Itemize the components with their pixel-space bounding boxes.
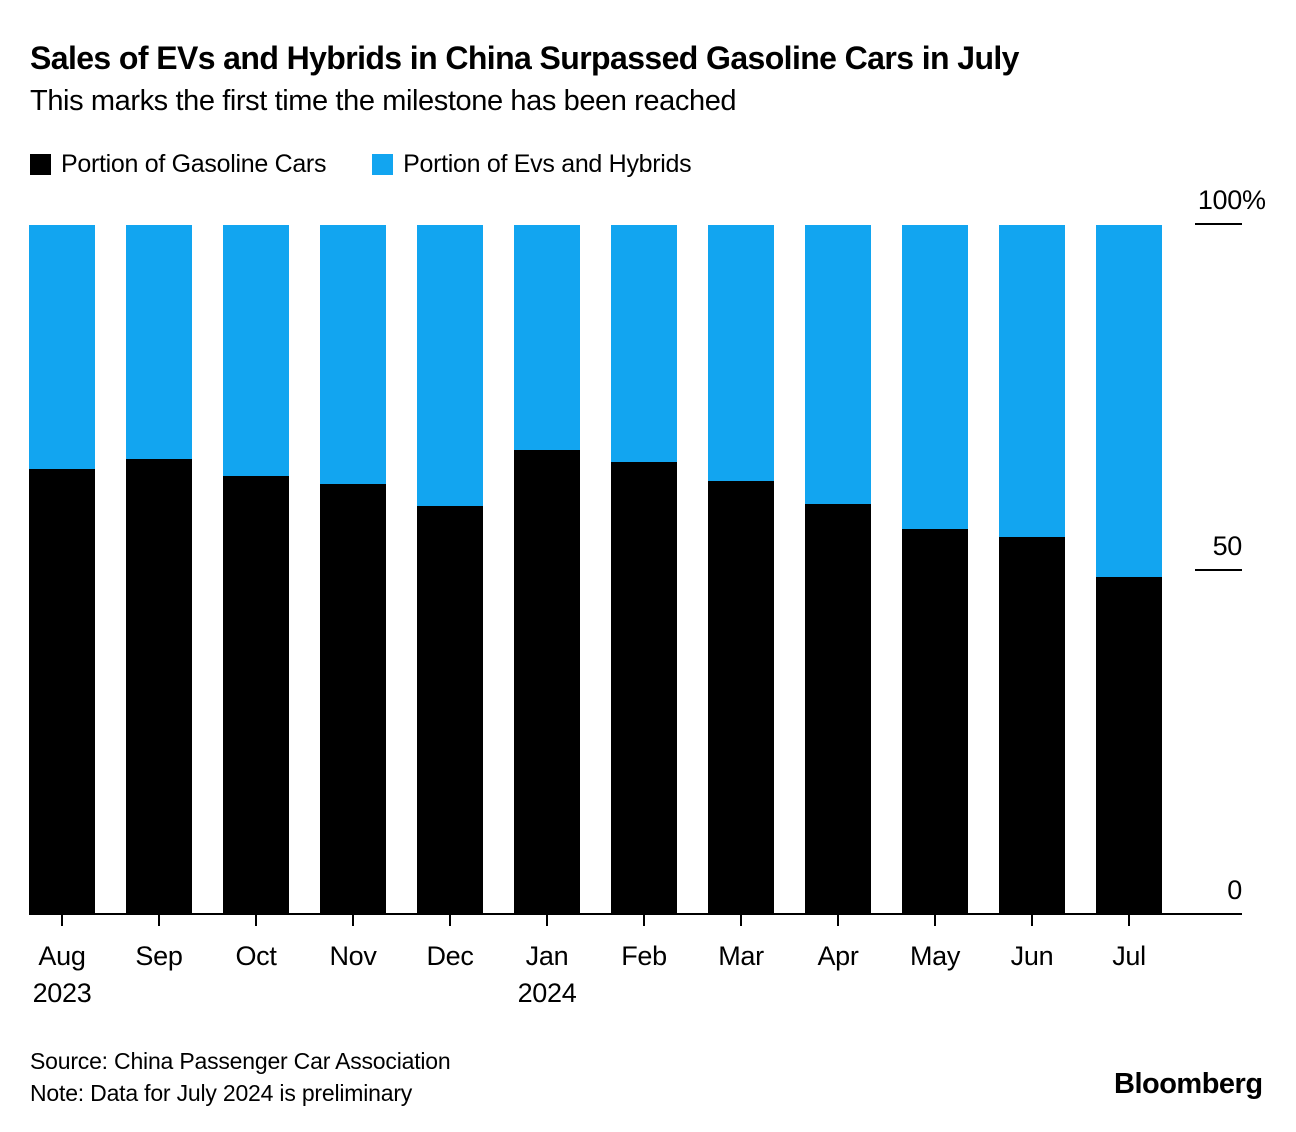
bar-segment-gasoline-jul bbox=[1096, 576, 1162, 913]
y-axis-label-100: 100% bbox=[1060, 185, 1266, 216]
bar-segment-ev-mar bbox=[708, 225, 774, 481]
y-tick-50 bbox=[1195, 569, 1242, 571]
bar-jul bbox=[1096, 225, 1162, 913]
x-tick-sep bbox=[158, 915, 160, 926]
bar-segment-ev-jan-2024 bbox=[514, 225, 580, 450]
x-axis-year-aug-2023: 2023 bbox=[32, 978, 92, 1008]
x-axis-label-sep: Sep bbox=[111, 938, 207, 975]
bar-nov bbox=[320, 225, 386, 913]
bar-segment-gasoline-nov bbox=[320, 484, 386, 913]
page-title: Sales of EVs and Hybrids in China Surpas… bbox=[30, 40, 1019, 76]
note-text: Note: Data for July 2024 is preliminary bbox=[30, 1080, 413, 1106]
bar-apr bbox=[805, 225, 871, 913]
bar-segment-gasoline-feb bbox=[611, 462, 677, 913]
x-axis-label-apr: Apr bbox=[790, 938, 886, 975]
x-axis-label-feb: Feb bbox=[596, 938, 692, 975]
bar-feb bbox=[611, 225, 677, 913]
x-tick-feb bbox=[643, 915, 645, 926]
bar-mar bbox=[708, 225, 774, 913]
x-tick-jul bbox=[1128, 915, 1130, 926]
x-tick-jan-2024 bbox=[546, 915, 548, 926]
x-tick-may bbox=[934, 915, 936, 926]
x-axis-line bbox=[29, 913, 1242, 915]
x-axis-month-nov: Nov bbox=[329, 941, 377, 971]
legend-item-gasoline: Portion of Gasoline Cars bbox=[30, 150, 326, 179]
x-axis-label-may: May bbox=[887, 938, 983, 975]
bar-jan-2024 bbox=[514, 225, 580, 913]
bar-segment-gasoline-jun bbox=[999, 537, 1065, 913]
x-tick-mar bbox=[740, 915, 742, 926]
bar-aug-2023 bbox=[29, 225, 95, 913]
bar-segment-gasoline-dec bbox=[417, 506, 483, 913]
x-axis-label-aug-2023: Aug 2023 bbox=[14, 938, 110, 1012]
legend: Portion of Gasoline Cars Portion of Evs … bbox=[30, 150, 692, 179]
bar-segment-gasoline-mar bbox=[708, 480, 774, 913]
bar-segment-gasoline-oct bbox=[223, 476, 289, 913]
y-axis-label-100-number: 100 bbox=[1197, 185, 1242, 215]
page-subtitle: This marks the first time the milestone … bbox=[30, 85, 737, 117]
y-axis-label-50: 50 bbox=[1212, 531, 1243, 561]
y-axis-label-0: 0 bbox=[1227, 875, 1242, 905]
x-axis-year-jan-2024: 2024 bbox=[517, 978, 577, 1008]
x-tick-apr bbox=[837, 915, 839, 926]
x-axis-label-jul: Jul bbox=[1081, 938, 1177, 975]
x-axis-label-oct: Oct bbox=[208, 938, 304, 975]
bar-segment-ev-feb bbox=[611, 225, 677, 463]
x-axis-label-jan-2024: Jan 2024 bbox=[499, 938, 595, 1012]
bar-segment-gasoline-apr bbox=[805, 503, 871, 913]
x-tick-nov bbox=[352, 915, 354, 926]
bar-may bbox=[902, 225, 968, 913]
bar-segment-ev-apr bbox=[805, 225, 871, 504]
x-axis-month-jan-2024: Jan bbox=[525, 941, 569, 971]
x-axis-month-mar: Mar bbox=[718, 941, 764, 971]
bar-segment-gasoline-may bbox=[902, 529, 968, 913]
x-axis-month-jul: Jul bbox=[1112, 941, 1146, 971]
x-axis-month-apr: Apr bbox=[817, 941, 859, 971]
bloomberg-logo: Bloomberg bbox=[1114, 1068, 1263, 1100]
ev-swatch-icon bbox=[372, 154, 394, 175]
bar-segment-gasoline-jan-2024 bbox=[514, 449, 580, 913]
bar-segment-ev-sep bbox=[126, 225, 192, 459]
bar-segment-ev-nov bbox=[320, 225, 386, 485]
x-axis-label-nov: Nov bbox=[305, 938, 401, 975]
bar-dec bbox=[417, 225, 483, 913]
x-axis-month-jun: Jun bbox=[1010, 941, 1054, 971]
source-text: Source: China Passenger Car Association bbox=[30, 1048, 451, 1074]
x-axis-label-jun: Jun bbox=[984, 938, 1080, 975]
bar-jun bbox=[999, 225, 1065, 913]
x-tick-oct bbox=[255, 915, 257, 926]
bar-segment-ev-dec bbox=[417, 225, 483, 507]
bar-sep bbox=[126, 225, 192, 913]
x-axis-month-sep: Sep bbox=[135, 941, 183, 971]
x-axis-month-dec: Dec bbox=[426, 941, 474, 971]
x-tick-jun bbox=[1031, 915, 1033, 926]
x-tick-dec bbox=[449, 915, 451, 926]
y-axis-label-100-suffix: % bbox=[1242, 185, 1266, 215]
x-axis-month-aug-2023: Aug bbox=[38, 941, 86, 971]
bar-segment-ev-oct bbox=[223, 225, 289, 477]
x-axis-label-dec: Dec bbox=[402, 938, 498, 975]
legend-item-ev: Portion of Evs and Hybrids bbox=[372, 150, 692, 179]
bar-segment-ev-may bbox=[902, 225, 968, 530]
bar-segment-ev-aug-2023 bbox=[29, 225, 95, 470]
x-axis-month-oct: Oct bbox=[235, 941, 277, 971]
bar-oct bbox=[223, 225, 289, 913]
bar-segment-ev-jun bbox=[999, 225, 1065, 538]
legend-label-gasoline: Portion of Gasoline Cars bbox=[61, 150, 327, 178]
x-axis-month-feb: Feb bbox=[621, 941, 667, 971]
y-tick-100 bbox=[1195, 223, 1242, 225]
x-axis-label-mar: Mar bbox=[693, 938, 789, 975]
legend-label-ev: Portion of Evs and Hybrids bbox=[403, 150, 692, 178]
x-axis-month-may: May bbox=[909, 941, 961, 971]
bar-segment-gasoline-aug-2023 bbox=[29, 469, 95, 913]
gasoline-swatch-icon bbox=[30, 154, 51, 175]
plot-area bbox=[29, 225, 1163, 913]
bar-segment-gasoline-sep bbox=[126, 458, 192, 913]
bar-segment-ev-jul bbox=[1096, 225, 1162, 577]
x-tick-aug-2023 bbox=[61, 915, 63, 926]
